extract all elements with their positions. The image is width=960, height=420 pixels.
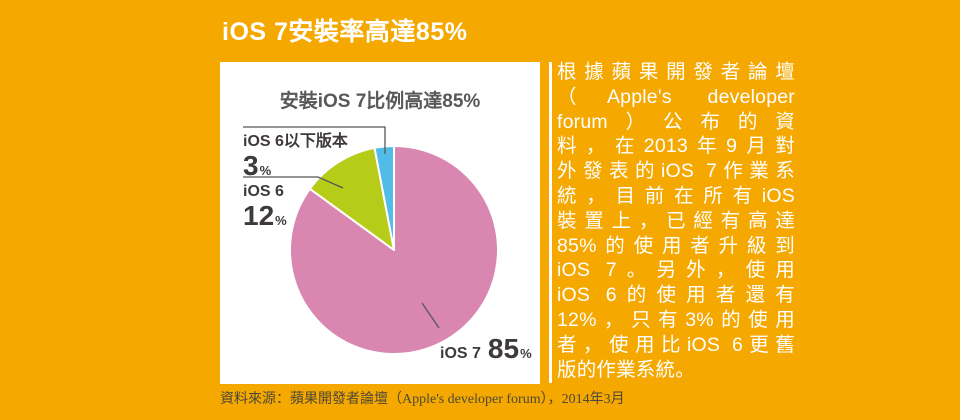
- slice-label-ios7: iOS 7: [440, 345, 481, 362]
- pie-slice-ios6: [308, 146, 395, 251]
- pie-slice-ios6-below: [373, 144, 395, 251]
- description-line: 外發表的iOS 7作業系: [557, 160, 795, 183]
- slice-value-ios6-below: 3: [243, 150, 259, 181]
- description-line: （Apple's developer: [557, 85, 795, 108]
- slice-value-ios6: 12: [243, 200, 275, 231]
- description-line: 統，目前在所有iOS: [557, 184, 795, 207]
- description-line: 版的作業系統。: [557, 358, 695, 381]
- percent-sign: %: [275, 213, 287, 228]
- description-line: 12%，只有3%的使用: [557, 308, 795, 331]
- leader-line-ios7: [421, 302, 440, 329]
- leader-line-ios6-below: [243, 126, 386, 154]
- pie-label-ios6-below: iOS 6以下版本 3%: [243, 132, 348, 181]
- description-line: iOS 6的使用者還有: [557, 284, 795, 307]
- chart-canvas: [243, 126, 499, 355]
- description-line: iOS 7。另外，使用: [557, 259, 795, 282]
- slice-label-ios6-below: iOS 6以下版本: [243, 133, 348, 150]
- percent-sign: %: [520, 346, 532, 361]
- percent-sign: %: [259, 163, 272, 178]
- pie-chart: [289, 144, 499, 355]
- description-line: 料，在2013年9月對: [557, 135, 795, 158]
- source-note: 資料來源：蘋果開發者論壇（Apple's developer forum），20…: [220, 392, 625, 407]
- page-title: iOS 7安裝率高達85%: [222, 18, 468, 46]
- pie-label-ios6: iOS 6 12%: [243, 182, 287, 231]
- chart-title: 安裝iOS 7比例高達85%: [279, 91, 481, 112]
- chart-card: 安裝iOS 7比例高達85% iOS 6以下版本 3% iOS 6 12% iO…: [220, 62, 540, 384]
- pie-label-ios7: iOS 7 85%: [440, 334, 532, 364]
- description-line: 裝置上，已經有高達: [557, 209, 795, 232]
- description-line: 者，使用比iOS 6更舊: [557, 333, 795, 356]
- description-line: 85%的使用者升級到: [557, 234, 795, 257]
- slice-value-ios7: 85: [487, 333, 520, 364]
- leader-lines: [243, 126, 440, 329]
- description-line: 根據蘋果開發者論壇: [557, 61, 795, 83]
- description-line: forum）公布的資: [557, 110, 795, 133]
- leader-line-ios6: [243, 176, 344, 189]
- slice-label-ios6: iOS 6: [243, 183, 284, 200]
- vertical-divider: [549, 62, 552, 383]
- description-text: 根據蘋果開發者論壇 （Apple's developer forum）公布的資 料，在…: [557, 60, 795, 382]
